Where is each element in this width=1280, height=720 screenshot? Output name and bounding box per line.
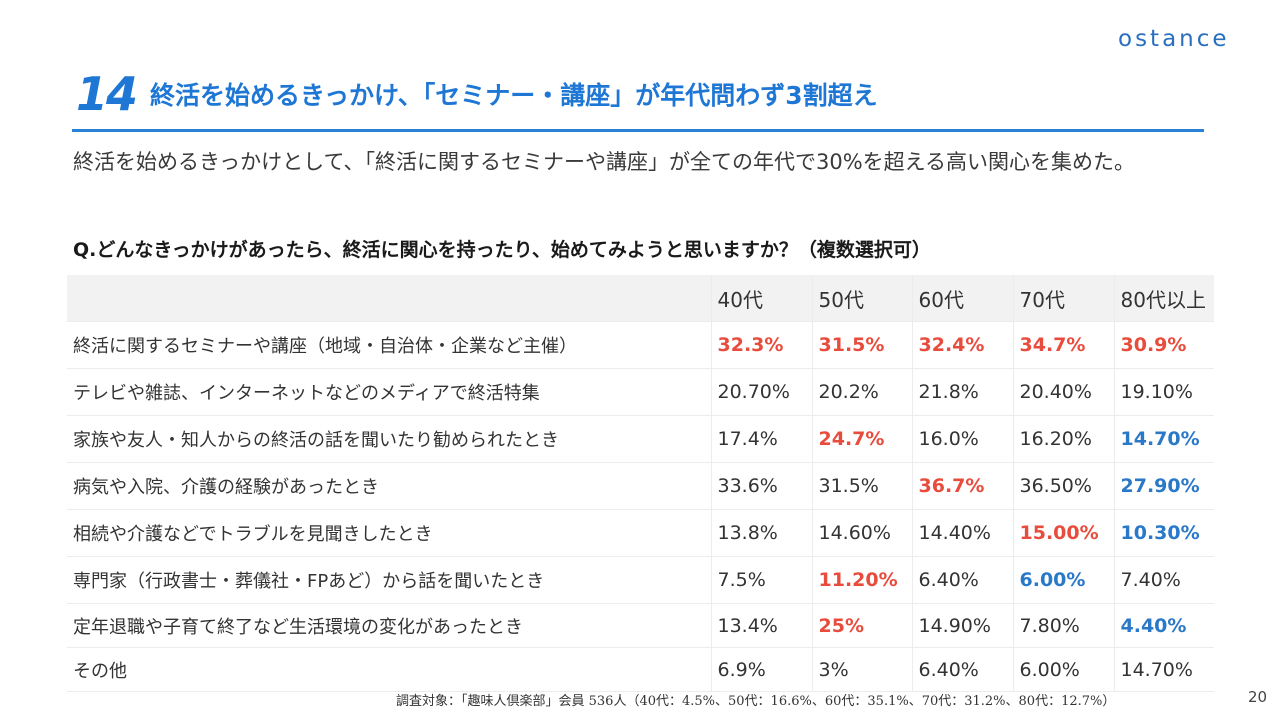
row-label: 家族や友人・知人からの終活の話を聞いたり勧められたとき xyxy=(67,415,712,463)
ostance-logo: ostance xyxy=(1118,26,1230,52)
percent-cell: 7.40% xyxy=(1114,556,1214,604)
table-row: 定年退職や子育て終了など生活環境の変化があったとき 13.4% 25% 14.90% 7… xyxy=(67,603,1214,648)
column-header: 60代 xyxy=(912,275,1014,322)
table-row: 病気や入院、介護の経験があったとき 33.6% 31.5% 36.7% 36.50% 27… xyxy=(67,462,1214,510)
row-label: 病気や入院、介護の経験があったとき xyxy=(67,462,712,510)
table-row: 終活に関するセミナーや講座（地域・自治体・企業など主催） 32.3% 31.5% 32… xyxy=(67,321,1214,369)
percent-cell: 34.7% xyxy=(1013,321,1115,369)
percent-cell: 31.5% xyxy=(812,321,913,369)
row-label: 専門家（行政書士・葬儀社・FPあど）から話を聞いたとき xyxy=(67,556,712,604)
results-table: 40代 50代 60代 70代 80代以上 終活に関するセミナーや講座（地域・自… xyxy=(67,275,1214,692)
percent-cell: 6.9% xyxy=(711,647,813,692)
row-label: 終活に関するセミナーや講座（地域・自治体・企業など主催） xyxy=(67,321,712,369)
lead-paragraph: 終活を始めるきっかけとして、「終活に関するセミナーや講座」が全ての年代で30%を… xyxy=(73,150,1136,174)
percent-cell: 20.2% xyxy=(812,368,913,416)
page-title: 終活を始めるきっかけ、「セミナー・講座」が年代問わず3割超え xyxy=(150,81,878,110)
table-row: 相続や介護などでトラブルを見聞きしたとき 13.8% 14.60% 14.40% 15.… xyxy=(67,509,1214,557)
percent-cell: 15.00% xyxy=(1013,509,1115,557)
column-header: 50代 xyxy=(812,275,913,322)
percent-cell: 36.50% xyxy=(1013,462,1115,510)
percent-cell: 27.90% xyxy=(1114,462,1214,510)
percent-cell: 14.70% xyxy=(1114,647,1214,692)
percent-cell: 6.00% xyxy=(1013,556,1115,604)
table-corner-cell xyxy=(67,275,712,322)
table-row: その他 6.9% 3% 6.40% 6.00% 14.70% xyxy=(67,647,1214,692)
percent-cell: 19.10% xyxy=(1114,368,1214,416)
percent-cell: 32.4% xyxy=(912,321,1014,369)
percent-cell: 6.40% xyxy=(912,556,1014,604)
row-label: その他 xyxy=(67,647,712,692)
percent-cell: 6.00% xyxy=(1013,647,1115,692)
percent-cell: 21.8% xyxy=(912,368,1014,416)
survey-question: Q.どんなきっかけがあったら、終活に関心を持ったり、始めてみようと思いますか？（… xyxy=(73,239,931,261)
survey-footnote: 調査対象：「趣味人倶楽部」会員 536人（40代：4.5%、50代：16.6%、… xyxy=(396,694,1116,709)
percent-cell: 32.3% xyxy=(711,321,813,369)
percent-cell: 30.9% xyxy=(1114,321,1214,369)
table-header-row: 40代 50代 60代 70代 80代以上 xyxy=(67,275,1214,322)
percent-cell: 13.4% xyxy=(711,603,813,648)
table-row: 専門家（行政書士・葬儀社・FPあど）から話を聞いたとき 7.5% 11.20% 6.4… xyxy=(67,556,1214,604)
percent-cell: 14.70% xyxy=(1114,415,1214,463)
column-header: 80代以上 xyxy=(1114,275,1214,322)
percent-cell: 24.7% xyxy=(812,415,913,463)
percent-cell: 31.5% xyxy=(812,462,913,510)
percent-cell: 7.5% xyxy=(711,556,813,604)
percent-cell: 7.80% xyxy=(1013,603,1115,648)
percent-cell: 13.8% xyxy=(711,509,813,557)
percent-cell: 14.60% xyxy=(812,509,913,557)
percent-cell: 11.20% xyxy=(812,556,913,604)
percent-cell: 16.20% xyxy=(1013,415,1115,463)
row-label: テレビや雑誌、インターネットなどのメディアで終活特集 xyxy=(67,368,712,416)
page-number: 20 xyxy=(1248,688,1268,706)
percent-cell: 17.4% xyxy=(711,415,813,463)
table-row: 家族や友人・知人からの終活の話を聞いたり勧められたとき 17.4% 24.7% 16.… xyxy=(67,415,1214,463)
percent-cell: 6.40% xyxy=(912,647,1014,692)
percent-cell: 3% xyxy=(812,647,913,692)
percent-cell: 20.40% xyxy=(1013,368,1115,416)
percent-cell: 20.70% xyxy=(711,368,813,416)
column-header: 40代 xyxy=(711,275,813,322)
row-label: 相続や介護などでトラブルを見聞きしたとき xyxy=(67,509,712,557)
column-header: 70代 xyxy=(1013,275,1115,322)
table-row: テレビや雑誌、インターネットなどのメディアで終活特集 20.70% 20.2% 21.… xyxy=(67,368,1214,416)
percent-cell: 14.40% xyxy=(912,509,1014,557)
percent-cell: 10.30% xyxy=(1114,509,1214,557)
percent-cell: 14.90% xyxy=(912,603,1014,648)
row-label: 定年退職や子育て終了など生活環境の変化があったとき xyxy=(67,603,712,648)
percent-cell: 16.0% xyxy=(912,415,1014,463)
percent-cell: 25% xyxy=(812,603,913,648)
percent-cell: 4.40% xyxy=(1114,603,1214,648)
slide-number: 14 xyxy=(76,67,138,121)
title-underline-divider xyxy=(72,129,1204,132)
percent-cell: 33.6% xyxy=(711,462,813,510)
percent-cell: 36.7% xyxy=(912,462,1014,510)
